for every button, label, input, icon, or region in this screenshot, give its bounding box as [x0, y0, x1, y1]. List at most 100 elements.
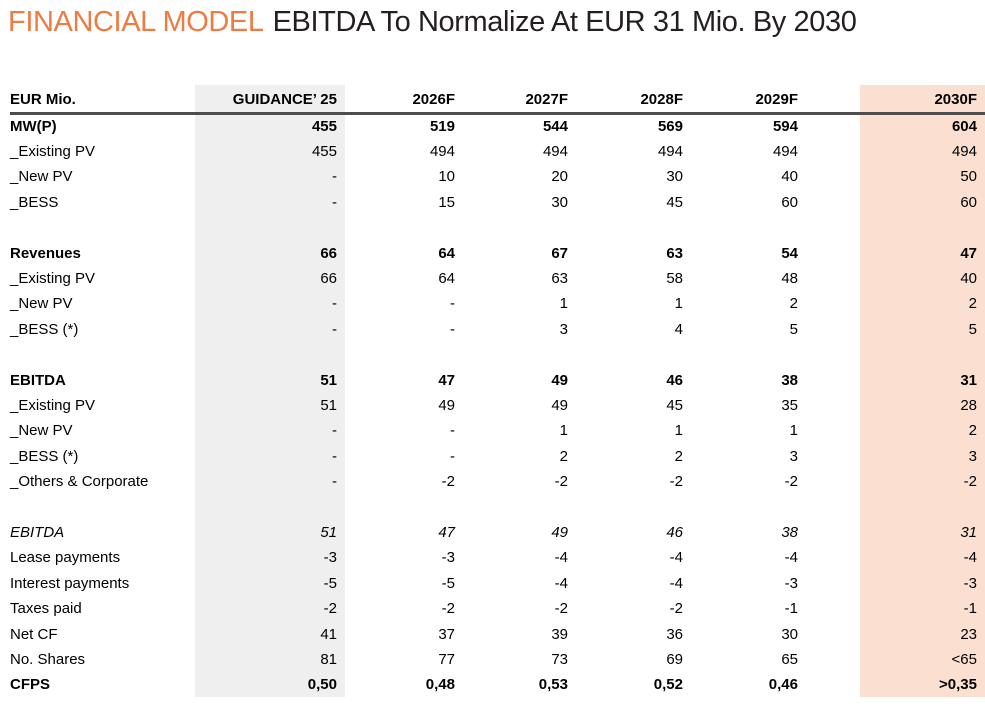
table-row: CFPS 0,50 0,48 0,53 0,52 0,46 >0,35 [10, 672, 985, 698]
cell-value: -2 [554, 473, 568, 491]
cell-value: 65 [781, 650, 798, 668]
cell-value: 1 [789, 422, 798, 440]
cell-value: 0,48 [425, 676, 455, 694]
row-label: _BESS (*) [10, 320, 79, 338]
cell-value: 15 [438, 193, 455, 211]
cell-value: -1 [784, 600, 798, 618]
cell-value: 64 [438, 270, 455, 288]
row-label: _New PV [10, 168, 73, 186]
cell-value: 3 [789, 447, 798, 465]
column-header-2029f: 2029F [691, 85, 806, 115]
cell-value: -5 [441, 574, 455, 592]
cell-value: 63 [666, 244, 683, 262]
cell-value: -2 [784, 473, 798, 491]
table-row: _BESS - 15 30 45 60 60 [10, 189, 985, 216]
cell-value: 2 [806, 418, 985, 444]
table-row: MW(P) 455 519 544 569 594 604 [10, 113, 985, 139]
cell-value: 5 [789, 320, 798, 338]
row-label: Interest payments [10, 574, 130, 592]
cell-value: -4 [806, 545, 985, 571]
cell-value: 60 [806, 189, 985, 216]
table-row: Interest payments -5 -5 -4 -4 -3 -3 [10, 570, 985, 596]
row-label: _BESS (*) [10, 447, 79, 465]
table-row: _BESS (*) - - 2 2 3 3 [10, 443, 985, 469]
unit-header: EUR Mio. [10, 85, 195, 115]
row-label: _Existing PV [10, 143, 96, 161]
cell-value: 77 [438, 650, 455, 668]
table-row: _New PV - - 1 1 2 2 [10, 291, 985, 317]
cell-value: 50 [806, 164, 985, 190]
table-row: _Existing PV 51 49 49 45 35 28 [10, 392, 985, 419]
cell-value: 64 [438, 244, 455, 262]
cell-value: 594 [772, 118, 798, 136]
cell-value: 36 [666, 625, 683, 643]
row-label: MW(P) [10, 118, 57, 136]
cell-value: -4 [784, 549, 798, 567]
cell-value: - [195, 189, 345, 216]
cell-value: 3 [806, 443, 985, 469]
column-header-2026f: 2026F [345, 85, 463, 115]
cell-value: 46 [666, 523, 683, 541]
spacer-row [10, 215, 985, 241]
cell-value: 81 [195, 646, 345, 673]
cell-value: 2 [674, 447, 683, 465]
cell-value: - [195, 164, 345, 190]
row-label: Net CF [10, 625, 58, 643]
row-label: CFPS [10, 676, 51, 694]
cell-value: 45 [666, 396, 683, 414]
cell-value: 23 [806, 621, 985, 647]
cell-value: 40 [806, 265, 985, 292]
cell-value [576, 494, 691, 519]
cell-value: 3 [559, 320, 568, 338]
cell-value: 2 [789, 295, 798, 313]
cell-value [345, 342, 463, 367]
row-label: Lease payments [10, 549, 121, 567]
column-header-2028f: 2028F [576, 85, 691, 115]
cell-value: 5 [806, 316, 985, 343]
cell-value: 519 [429, 118, 455, 136]
cell-value [576, 215, 691, 240]
cell-value: 604 [806, 113, 985, 139]
cell-value: -1 [806, 595, 985, 622]
cell-value: 49 [438, 396, 455, 414]
financial-model-table: EUR Mio. GUIDANCE’ 25 2026F 2027F 2028F … [10, 85, 985, 698]
cell-value: 51 [195, 392, 345, 419]
cell-value: 30 [666, 168, 683, 186]
cell-value [806, 494, 985, 520]
cell-value: - [450, 447, 455, 465]
cell-value [576, 342, 691, 367]
cell-value: -2 [441, 473, 455, 491]
cell-value: 494 [542, 143, 568, 161]
column-header-2027f: 2027F [463, 85, 576, 115]
table-row: _Existing PV 66 64 63 58 48 40 [10, 265, 985, 292]
row-label: _Others & Corporate [10, 473, 149, 491]
cell-value [463, 215, 576, 240]
cell-value: 494 [657, 143, 683, 161]
cell-value: 51 [195, 519, 345, 546]
cell-value: 1 [674, 295, 683, 313]
cell-value [691, 494, 806, 519]
table-row: _Others & Corporate - -2 -2 -2 -2 -2 [10, 468, 985, 495]
cell-value: >0,35 [806, 672, 985, 698]
cell-value [691, 215, 806, 240]
table-row: _BESS (*) - - 3 4 5 5 [10, 316, 985, 343]
cell-value [463, 342, 576, 367]
cell-value: - [195, 443, 345, 469]
cell-value: 544 [542, 118, 568, 136]
cell-value: 35 [781, 396, 798, 414]
cell-value: 37 [438, 625, 455, 643]
table-row: Taxes paid -2 -2 -2 -2 -1 -1 [10, 595, 985, 622]
cell-value: -5 [195, 570, 345, 596]
cell-value: 49 [551, 396, 568, 414]
cell-value [195, 494, 345, 520]
cell-value: 494 [772, 143, 798, 161]
row-label: _Existing PV [10, 270, 96, 288]
cell-value: -2 [806, 468, 985, 495]
table-row: Revenues 66 64 67 63 54 47 [10, 240, 985, 266]
table-row: Net CF 41 37 39 36 30 23 [10, 621, 985, 647]
cell-value: 60 [781, 193, 798, 211]
cell-value: - [450, 295, 455, 313]
cell-value: - [195, 316, 345, 343]
cell-value: 38 [781, 523, 798, 541]
